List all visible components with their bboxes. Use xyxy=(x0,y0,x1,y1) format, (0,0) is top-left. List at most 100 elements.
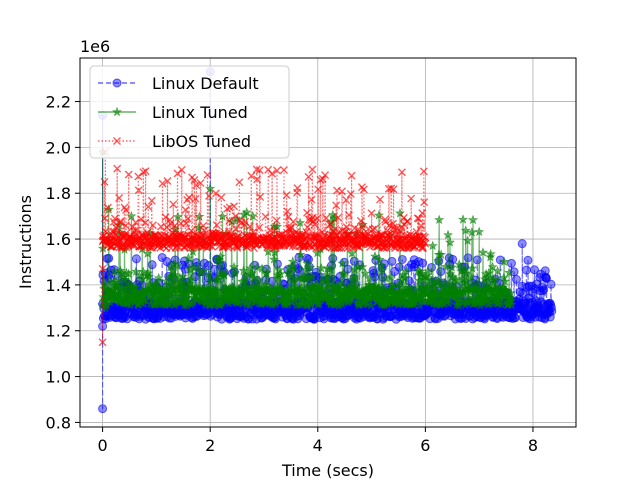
data-point xyxy=(228,261,240,272)
data-point xyxy=(397,168,406,177)
data-point xyxy=(190,175,199,184)
data-point xyxy=(163,176,172,185)
data-point xyxy=(420,233,429,242)
data-point xyxy=(115,194,124,203)
data-point xyxy=(144,202,153,211)
data-point xyxy=(119,274,130,284)
data-point xyxy=(306,271,318,281)
data-point xyxy=(344,211,353,220)
data-point xyxy=(356,216,365,225)
data-point xyxy=(131,218,140,227)
data-point xyxy=(474,226,485,237)
data-point xyxy=(192,181,201,190)
data-point xyxy=(200,226,209,235)
data-point xyxy=(539,285,549,295)
data-point xyxy=(367,209,376,218)
axes-frame xyxy=(79,57,577,428)
data-point xyxy=(230,202,239,211)
data-point xyxy=(471,278,482,288)
data-point xyxy=(169,269,180,280)
data-point xyxy=(184,278,195,288)
data-point xyxy=(376,195,385,204)
data-point xyxy=(483,267,494,278)
data-point xyxy=(350,281,361,291)
data-point xyxy=(314,185,323,194)
data-point xyxy=(357,261,368,272)
data-point xyxy=(334,213,343,222)
data-point xyxy=(255,223,264,232)
y-tick-label: 1.8 xyxy=(46,184,71,203)
data-point xyxy=(394,207,406,218)
data-point xyxy=(433,255,444,266)
data-point xyxy=(368,225,377,234)
data-point xyxy=(261,267,272,278)
data-point xyxy=(461,275,472,286)
legend-box xyxy=(89,65,290,159)
data-point xyxy=(490,273,501,284)
data-point xyxy=(203,170,212,179)
data-point xyxy=(376,260,387,271)
data-point xyxy=(185,274,196,285)
data-point xyxy=(279,165,288,174)
data-point xyxy=(296,282,307,293)
data-point xyxy=(126,210,137,221)
data-point xyxy=(229,267,240,278)
data-point xyxy=(98,264,107,273)
data-point xyxy=(293,184,302,193)
data-point xyxy=(434,214,445,225)
data-point xyxy=(124,170,133,179)
data-point xyxy=(169,200,178,209)
data-point xyxy=(321,272,333,283)
data-point xyxy=(313,214,322,223)
data-point xyxy=(98,338,107,347)
data-point xyxy=(141,167,150,176)
data-point xyxy=(467,214,479,225)
data-point xyxy=(346,189,355,198)
data-point xyxy=(414,214,423,223)
legend-label: LibOS Tuned xyxy=(152,132,251,151)
data-point xyxy=(418,258,428,268)
data-point xyxy=(485,248,496,259)
x-tick-label: 8 xyxy=(528,436,538,455)
data-point xyxy=(256,192,265,201)
data-point xyxy=(273,166,282,175)
data-point xyxy=(100,177,109,186)
data-point xyxy=(185,193,194,202)
data-point xyxy=(505,287,516,298)
data-point xyxy=(134,186,143,195)
data-point xyxy=(359,185,368,194)
data-point xyxy=(392,224,401,233)
series-1 xyxy=(97,146,517,313)
data-point xyxy=(444,298,455,308)
data-point xyxy=(247,210,258,221)
data-point xyxy=(328,291,339,302)
data-point xyxy=(183,252,194,263)
data-point xyxy=(284,269,295,280)
data-point xyxy=(457,214,469,224)
data-point xyxy=(257,263,268,273)
data-point xyxy=(308,165,317,174)
data-point xyxy=(190,262,201,272)
data-point xyxy=(166,219,175,228)
data-point xyxy=(420,198,429,207)
legend-marker xyxy=(112,78,122,88)
data-point xyxy=(113,164,122,173)
data-point xyxy=(199,258,209,268)
data-point xyxy=(378,283,390,294)
data-point xyxy=(401,265,412,276)
data-point xyxy=(131,254,141,264)
data-point xyxy=(454,259,465,269)
data-point xyxy=(289,217,298,226)
data-point xyxy=(326,220,335,229)
data-point xyxy=(316,262,327,273)
data-point xyxy=(492,265,503,276)
data-point xyxy=(147,196,156,205)
data-point xyxy=(272,216,281,225)
data-point xyxy=(219,270,230,280)
data-point xyxy=(98,404,108,414)
data-point xyxy=(312,247,323,258)
data-point xyxy=(215,251,226,261)
data-point xyxy=(506,258,516,268)
data-point xyxy=(275,268,286,279)
